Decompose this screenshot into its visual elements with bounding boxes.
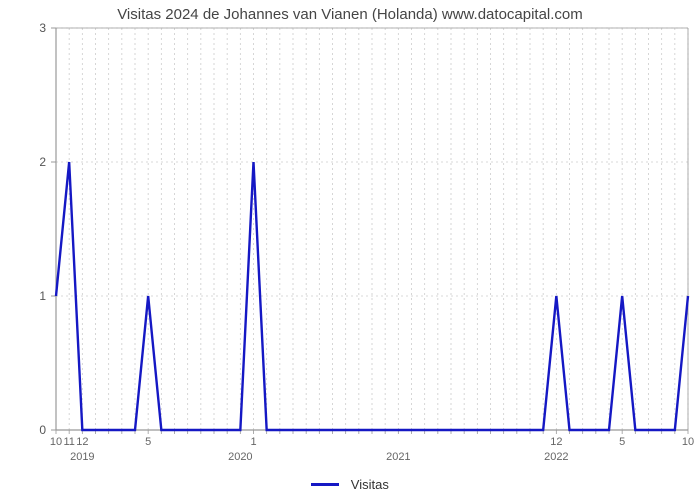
svg-text:1: 1 [39,289,46,303]
svg-text:10: 10 [50,436,62,448]
svg-text:3: 3 [39,21,46,35]
legend-swatch [311,483,339,486]
svg-text:2: 2 [39,155,46,169]
svg-text:2020: 2020 [228,451,252,463]
chart-title: Visitas 2024 de Johannes van Vianen (Hol… [0,6,700,23]
chart-container: Visitas 2024 de Johannes van Vianen (Hol… [0,0,700,500]
svg-text:2022: 2022 [544,451,568,463]
legend-label: Visitas [351,477,389,492]
svg-text:2021: 2021 [386,451,410,463]
svg-text:0: 0 [39,423,46,437]
svg-text:12: 12 [550,436,562,448]
svg-text:12: 12 [76,436,88,448]
svg-text:5: 5 [145,436,151,448]
svg-text:2019: 2019 [70,451,94,463]
svg-text:10: 10 [682,436,694,448]
plot-area: 012310111251125102019202020212022 [56,28,688,430]
svg-text:5: 5 [619,436,625,448]
chart-svg: 012310111251125102019202020212022 [56,28,688,430]
svg-text:1: 1 [250,436,256,448]
legend: Visitas [0,476,700,492]
svg-text:11: 11 [63,436,74,448]
